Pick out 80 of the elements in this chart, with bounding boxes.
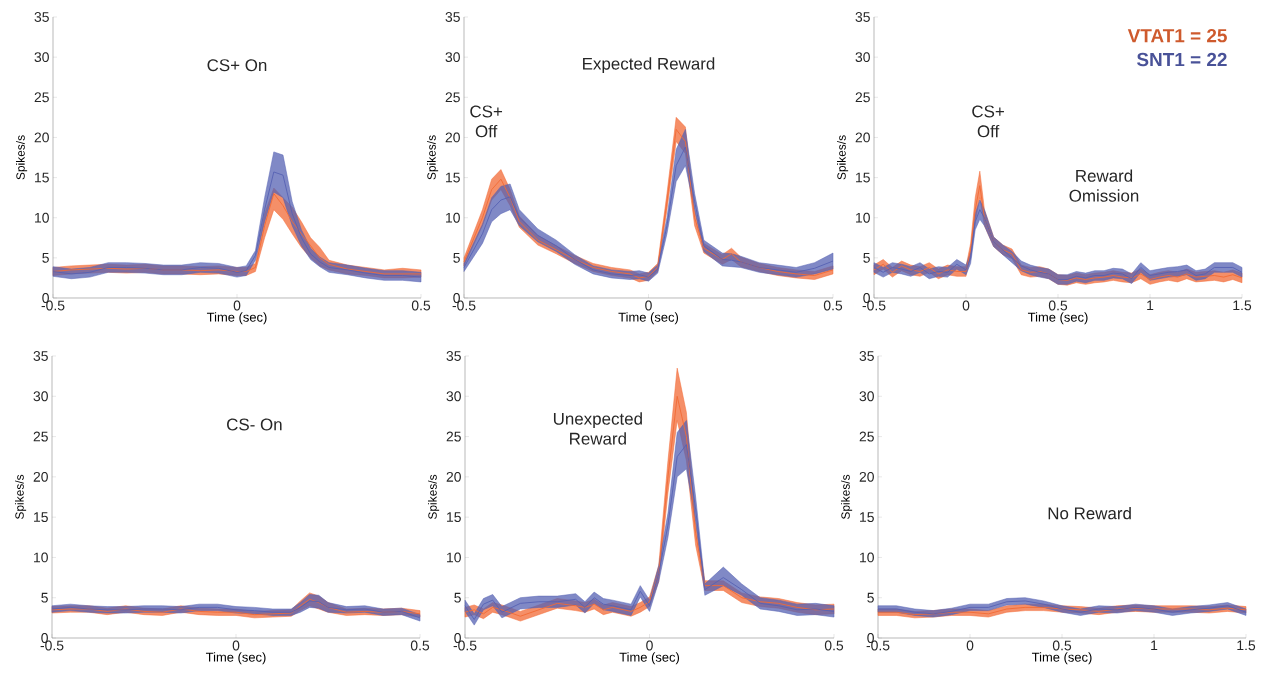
annotation: No Reward — [1048, 506, 1131, 520]
annotation: Expected Reward — [583, 57, 715, 74]
x-tick-label: 1 — [1151, 640, 1158, 651]
y-tick-label: 35 — [859, 351, 874, 361]
y-tick-label: 15 — [446, 172, 460, 183]
y-tick-label: 30 — [445, 52, 460, 63]
y-tick-label: 30 — [855, 52, 870, 63]
y-tick-label: 25 — [445, 92, 460, 103]
x-tick-label: 0 — [966, 640, 974, 651]
annotation: CS+ Off — [972, 105, 1004, 138]
y-tick-label: 15 — [34, 512, 48, 523]
x-tick-label: 0.5 — [1048, 300, 1068, 311]
y-tick-label: 10 — [447, 552, 461, 563]
y-axis-title: Spikes/s — [426, 135, 439, 180]
y-tick-label: 10 — [34, 552, 48, 563]
x-tick-label: 0 — [232, 640, 240, 651]
y-tick-label: 5 — [454, 592, 461, 603]
annotation: CS- On — [227, 418, 282, 431]
x-tick-label: 1.5 — [1233, 300, 1252, 311]
annotation: CS+ On — [207, 59, 267, 72]
y-tick-label: 35 — [33, 351, 48, 361]
y-tick-label: 20 — [859, 471, 874, 482]
x-axis-title: Time (sec) — [206, 312, 267, 325]
y-tick-label: 10 — [860, 552, 874, 563]
y-tick-label: 20 — [445, 132, 460, 143]
y-tick-label: 30 — [33, 391, 48, 402]
y-tick-label: 20 — [34, 132, 49, 143]
y-tick-label: 10 — [35, 212, 49, 223]
x-tick-label: 0.5 — [824, 640, 844, 651]
y-tick-label: 25 — [33, 431, 48, 442]
y-tick-label: 15 — [856, 172, 870, 183]
y-tick-label: 30 — [446, 391, 461, 402]
y-tick-label: 20 — [855, 132, 870, 143]
y-axis-title: Spikes/s — [837, 135, 849, 180]
x-tick-label: 0.5 — [411, 300, 431, 311]
x-axis-title: Time (sec) — [1027, 312, 1088, 325]
y-tick-label: 30 — [34, 52, 49, 63]
y-tick-label: 5 — [41, 592, 48, 603]
y-tick-label: 30 — [859, 391, 874, 402]
text: SNT1 = 22 — [1136, 52, 1227, 67]
y-tick-label: 10 — [856, 212, 870, 223]
x-axis-title: Time (sec) — [618, 312, 679, 325]
y-tick-label: 35 — [445, 12, 460, 22]
x-tick-label: 0.5 — [410, 640, 430, 651]
x-tick-label: 0 — [646, 640, 653, 651]
y-tick-label: 35 — [34, 12, 49, 22]
y-tick-label: 20 — [446, 471, 461, 482]
y-tick-label: 15 — [447, 512, 461, 523]
y-tick-label: 25 — [855, 92, 870, 103]
x-axis-title: Time (sec) — [205, 652, 266, 665]
y-tick-label: 5 — [863, 252, 870, 263]
x-axis-title: Time (sec) — [1031, 652, 1092, 665]
y-tick-label: 25 — [859, 431, 874, 442]
annotation: Unexpected Reward — [553, 412, 642, 445]
annotation: Reward Omission — [1069, 169, 1139, 202]
y-tick-label: 15 — [35, 172, 49, 183]
y-axis-title: Spikes/s — [841, 474, 853, 520]
text: VTAT1 = 25 — [1127, 28, 1227, 43]
y-axis-title: Spikes/s — [427, 474, 440, 520]
x-tick-label: 0 — [233, 300, 241, 311]
y-tick-label: 20 — [33, 471, 48, 482]
y-tick-label: 35 — [855, 12, 870, 22]
x-tick-label: 0 — [962, 300, 970, 311]
y-tick-label: 25 — [34, 92, 49, 103]
x-tick-label: 1.5 — [1237, 640, 1256, 651]
y-axis-title: Spikes/s — [14, 474, 27, 520]
y-tick-label: 5 — [867, 592, 874, 603]
x-tick-label: 1 — [1147, 300, 1154, 311]
y-tick-label: 15 — [860, 512, 874, 523]
y-tick-label: 5 — [453, 252, 460, 263]
annotation: CS+ Off — [470, 105, 503, 138]
x-tick-label: 0 — [645, 300, 652, 311]
x-axis-title: Time (sec) — [619, 652, 680, 665]
y-tick-label: 5 — [42, 252, 49, 263]
y-tick-label: 10 — [446, 212, 460, 223]
x-tick-label: 0.5 — [823, 300, 843, 311]
y-tick-label: 35 — [446, 351, 461, 361]
y-axis-title: Spikes/s — [15, 135, 28, 180]
x-tick-label: 0.5 — [1052, 640, 1072, 651]
y-tick-label: 25 — [446, 431, 461, 442]
